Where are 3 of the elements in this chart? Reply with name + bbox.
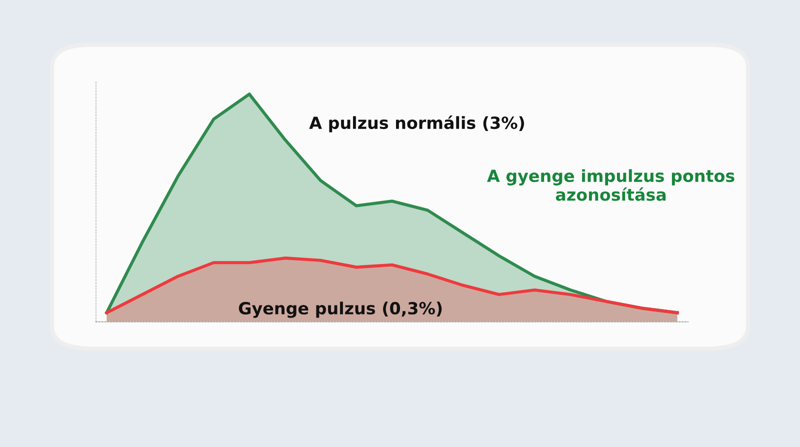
annotation: Gyenge pulzus (0,3%) xyxy=(238,302,442,318)
annotation: A pulzus normális (3%) xyxy=(309,116,524,132)
annotation: A gyenge impulzus pontos azonosítása xyxy=(487,169,734,201)
